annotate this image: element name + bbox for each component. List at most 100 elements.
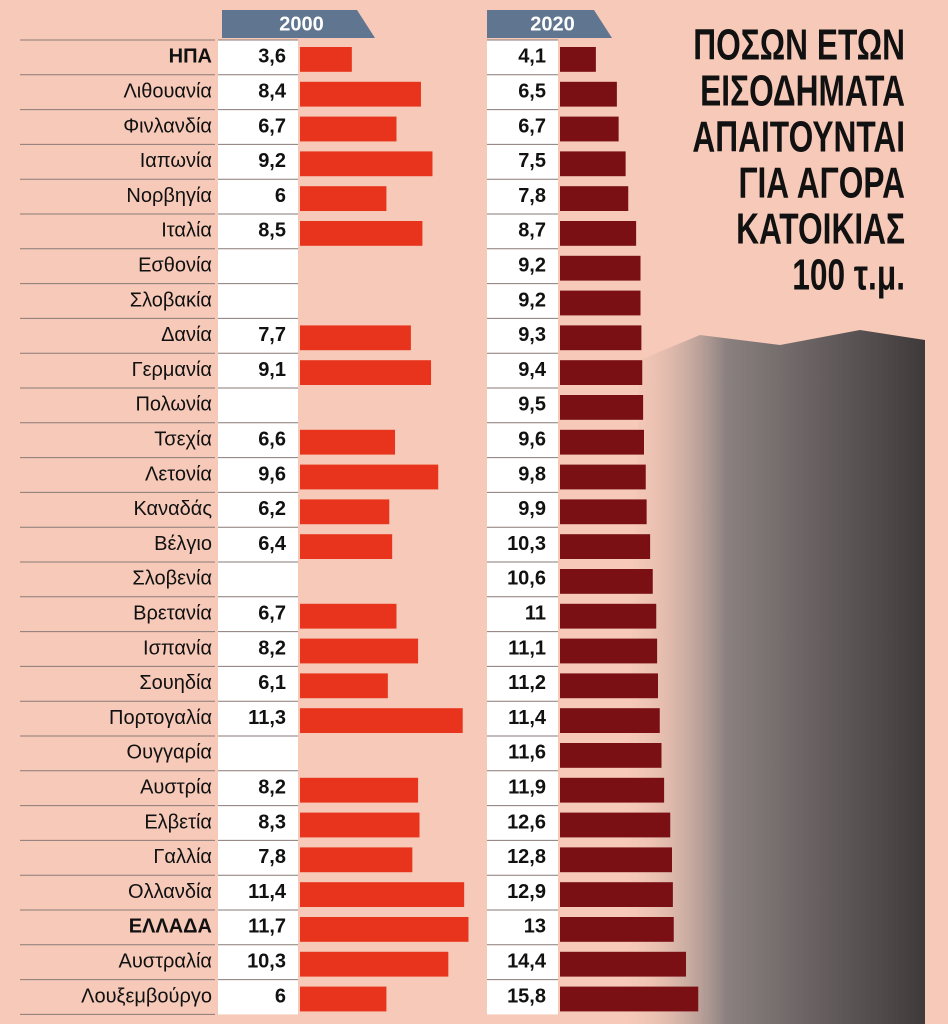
value-label: 9,1: [258, 359, 286, 381]
bar: [560, 429, 644, 455]
value-label: 8,2: [258, 776, 286, 798]
value-label: 11: [525, 602, 546, 624]
bar: [560, 186, 629, 211]
panel-header-label: 2020: [530, 13, 575, 35]
bar: [300, 464, 439, 490]
category-label: Ισπανία: [143, 637, 212, 659]
category-label: Καναδάς: [133, 498, 212, 520]
bar: [560, 882, 673, 907]
category-label: Τσεχία: [154, 428, 212, 450]
bar: [560, 255, 641, 281]
category-label: Φινλανδία: [123, 115, 212, 137]
title-line: ΠΟΣΩΝ ΕΤΩΝ: [693, 21, 905, 70]
bar: [560, 151, 626, 177]
value-label: 3,6: [258, 46, 286, 68]
value-label: 8,7: [518, 220, 546, 242]
category-label: Ολλανδία: [128, 881, 212, 903]
bar: [300, 499, 390, 525]
city-photo: [620, 330, 925, 1024]
bar: [560, 673, 658, 699]
value-label: 10,6: [507, 568, 546, 590]
value-label: 14,4: [507, 950, 547, 972]
bar: [300, 847, 413, 873]
bar: [560, 221, 637, 246]
value-label: 11,3: [248, 707, 286, 729]
bar: [300, 603, 397, 629]
value-label: 6,4: [258, 533, 287, 555]
category-label: Γερμανία: [132, 359, 212, 381]
bar: [300, 429, 396, 455]
bar: [560, 951, 686, 977]
category-label: Ιαπωνία: [140, 150, 212, 172]
value-label: 12,6: [507, 811, 546, 833]
value-label: 6,2: [258, 498, 286, 520]
value-label: 6,7: [258, 602, 286, 624]
category-label: Ιταλία: [161, 220, 212, 242]
value-label: 9,2: [258, 150, 286, 172]
bar: [560, 708, 660, 733]
value-label: 11,9: [508, 776, 546, 798]
category-label: Πορτογαλία: [109, 707, 212, 729]
bar: [300, 882, 465, 907]
category-label: Λουξεμβούργο: [81, 985, 212, 1007]
value-label: 10,3: [247, 950, 286, 972]
value-label: 8,4: [258, 80, 287, 102]
bar: [560, 569, 653, 594]
category-label: Αυστρία: [140, 776, 212, 798]
panel-header: [222, 10, 375, 38]
bar: [560, 464, 646, 490]
bar: [300, 534, 393, 559]
bar: [300, 777, 419, 803]
value-label: 6,6: [258, 428, 286, 450]
value-label: 7,8: [258, 846, 286, 868]
category-label: Σουηδία: [139, 672, 212, 694]
bar: [560, 499, 647, 525]
panel-header-label: 2000: [279, 13, 324, 35]
value-label: 11,1: [508, 637, 546, 659]
bar: [560, 534, 651, 559]
bar: [300, 673, 388, 699]
category-label: Εσθονία: [138, 254, 212, 276]
bar: [300, 638, 419, 664]
category-label: Λιθουανία: [123, 80, 212, 102]
title-line: 100 τ.μ.: [792, 251, 905, 300]
bar: [560, 116, 619, 142]
bar: [300, 47, 352, 72]
bar: [560, 290, 641, 316]
value-label: 10,3: [507, 533, 546, 555]
value-label: 6,5: [518, 80, 546, 102]
value-label: 9,8: [518, 463, 546, 485]
bar: [300, 360, 432, 385]
category-label: Βρετανία: [133, 602, 212, 624]
bar: [560, 325, 642, 351]
bar: [300, 812, 420, 838]
bar: [560, 917, 674, 942]
value-label: 6: [275, 985, 286, 1007]
value-label: 15,8: [507, 985, 546, 1007]
value-label: 11,4: [508, 707, 547, 729]
bar: [300, 186, 387, 211]
bar: [300, 917, 469, 942]
value-label: 12,9: [507, 881, 546, 903]
bar: [560, 47, 596, 72]
value-label: 11,4: [248, 881, 287, 903]
value-label: 9,4: [518, 359, 547, 381]
value-label: 11,2: [508, 672, 546, 694]
category-label: Γαλλία: [153, 846, 212, 868]
bar: [300, 951, 449, 977]
category-label: Δανία: [161, 324, 212, 346]
value-label: 12,8: [507, 846, 546, 868]
bar: [560, 638, 658, 664]
category-label: Αυστραλία: [119, 950, 212, 972]
category-label: Νορβηγία: [126, 185, 212, 207]
category-label: Ουγγαρία: [127, 742, 212, 764]
value-label: 9,2: [518, 289, 546, 311]
category-label: ΗΠΑ: [169, 46, 212, 68]
bar: [300, 116, 397, 142]
bar: [560, 812, 671, 838]
value-label: 8,5: [258, 220, 286, 242]
bar: [560, 743, 662, 768]
bar: [300, 986, 387, 1012]
bar: [560, 847, 672, 873]
